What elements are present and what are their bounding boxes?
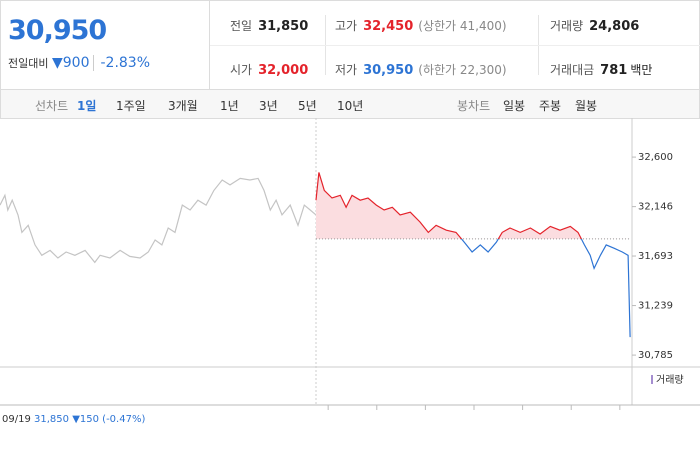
stat-value: 24,806 [589,19,640,34]
footer-price: 31,850 [34,414,70,425]
tab-label: 봉차트 [457,99,491,113]
volume-legend-swatch [651,375,653,384]
tab[interactable]: 3개월 [168,99,198,113]
price-line [315,172,631,338]
change-row: 전일대비 ▼900 -2.83% [8,55,151,71]
tab[interactable]: 1일 [77,99,97,113]
change-label: 전일대비 [8,57,49,70]
stat: 거래대금 781 백만 [550,61,652,78]
stat: 고가 32,450 (상한가 41,400) [335,17,507,34]
stats: 전일 31,850 고가 32,450 (상한가 41,400) 거래량 24,806 시가 3… [209,1,700,89]
price-line [0,177,317,264]
volume-label: 거래량 [656,374,684,386]
chart: 32,60032,14631,69331,23930,78509/2010:00… [0,118,700,410]
area [316,172,631,338]
tab-bar: 선차트 1일 1주일 3개월 1년 3년 5년 10년 봉차트 일봉 주봉 월봉 [0,89,700,119]
price: 30,950 [8,15,107,46]
stat-label: 전일 [230,19,253,33]
tab[interactable]: 1년 [220,99,239,113]
footer-pct: (-0.47%) [102,414,146,425]
footer-change: ▼150 [72,414,99,425]
stat-note: (상한가 41,400) [418,19,507,33]
tab[interactable]: 5년 [298,99,317,113]
stat-value: 781 [600,63,628,78]
change: ▼900 [51,55,90,71]
stat-label: 저가 [335,63,358,77]
tab[interactable]: 일봉 [503,99,526,113]
stat-value: 31,850 [258,19,309,34]
y-tick-label: 31,693 [638,251,673,262]
stat-note: (하한가 22,300) [418,63,507,77]
stat: 거래량 24,806 [550,17,639,34]
stat-label: 시가 [230,63,253,77]
tab[interactable]: 3년 [259,99,278,113]
tab-label: 선차트 [35,99,69,113]
y-tick-label: 30,785 [638,350,673,361]
y-tick-label: 32,146 [638,202,673,213]
stat: 시가 32,000 [230,61,308,78]
quote-panel: 30,950 전일대비 ▼900 -2.83% 전일 31,850 고가 32,450 (… [0,0,700,89]
tab[interactable]: 10년 [337,99,364,113]
divider [210,45,700,46]
stat-value: 32,450 [363,19,414,34]
stat-unit: 백만 [630,63,653,77]
tab[interactable]: 1주일 [116,99,146,113]
stat-label: 고가 [335,19,358,33]
stat-value: 32,000 [258,63,309,78]
stat-value: 30,950 [363,63,414,78]
footer-date: 09/19 [2,414,31,425]
y-tick-label: 32,600 [638,152,673,163]
tab[interactable]: 주봉 [539,99,562,113]
change-pct: -2.83% [93,55,151,71]
footer: 09/19 31,850 ▼150 (-0.47%) [2,414,145,425]
tab[interactable]: 월봉 [575,99,598,113]
stat-label: 거래량 [550,19,584,33]
stat: 저가 30,950 (하한가 22,300) [335,61,507,78]
stat: 전일 31,850 [230,17,308,34]
stat-label: 거래대금 [550,63,595,77]
y-tick-label: 31,239 [638,301,673,312]
